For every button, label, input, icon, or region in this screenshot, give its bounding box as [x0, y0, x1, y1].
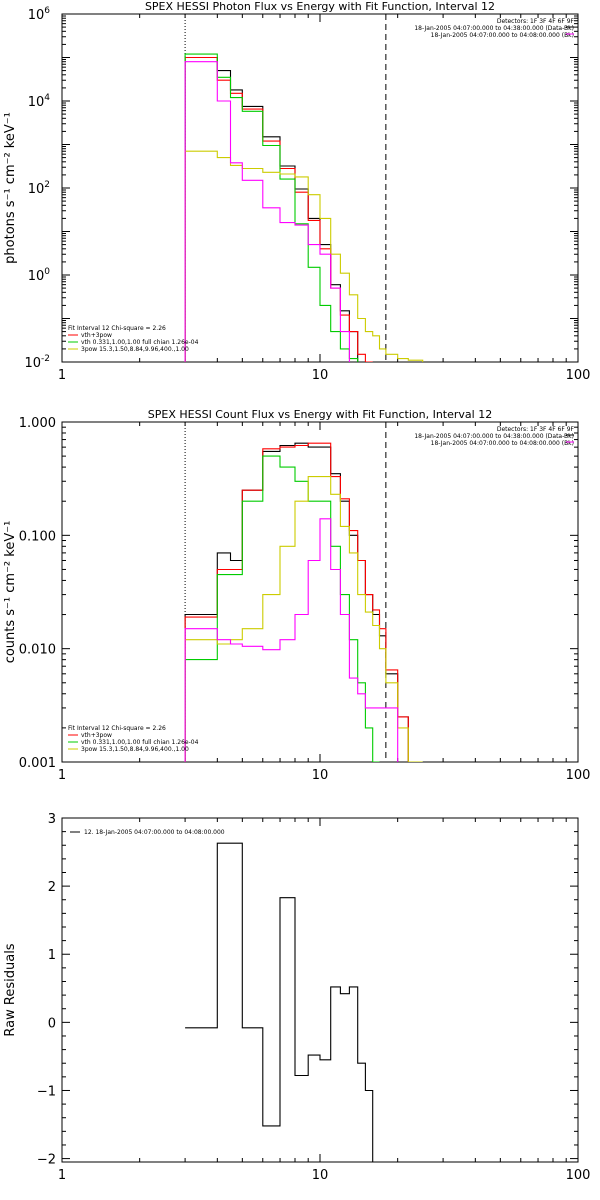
- y-tick-label: 2: [48, 880, 56, 895]
- y-tick-label: 10-2: [24, 354, 50, 371]
- panel-3: 1 10 100 −2 −1 0 1 2 3 Raw Residuals 12. 18-Jan-20…: [3, 812, 590, 1183]
- y-tick-label: 0.100: [19, 529, 56, 544]
- header-line: 18-Jan-2005 04:07:00.000 to 04:08:00.000…: [431, 32, 574, 39]
- series-5-line: [184, 518, 399, 762]
- x-tick-label: 1: [58, 1168, 66, 1183]
- header-line: 18-Jan-2005 04:07:00.000 to 04:38:00.000…: [414, 433, 574, 440]
- legend-title: Fit Interval 12 Chi-square = 2.26: [68, 325, 166, 332]
- y-tick-label: 3: [48, 812, 56, 827]
- y-tick-label: 100: [28, 267, 51, 284]
- y-tick-label: 0: [48, 1016, 56, 1031]
- chart-title: SPEX HESSI Photon Flux vs Energy with Fi…: [145, 0, 495, 13]
- x-tick-label: 100: [566, 368, 591, 383]
- y-tick-label: 102: [28, 180, 50, 197]
- y-tick-label: 0.010: [19, 643, 56, 658]
- panel-2: SPEX HESSI Count Flux vs Energy with Fit…: [3, 408, 590, 783]
- x-tick-label: 1: [58, 368, 66, 383]
- series-2-line: [184, 56, 373, 362]
- y-tick-label: −1: [37, 1084, 56, 1099]
- x-tick-label: 10: [312, 368, 329, 383]
- legend-item: 3pow 15.3,1.50,8.84,9.96,400.,1.00: [81, 346, 189, 353]
- series-5-line: [184, 61, 350, 362]
- legend-item: vth+3pow: [81, 332, 112, 339]
- legend-item: vth 0.331,1.00,1.00 full chian 1.26e-04: [81, 739, 199, 746]
- x-tick-label: 10: [312, 1168, 329, 1183]
- panel-1: SPEX HESSI Photon Flux vs Energy with Fi…: [3, 0, 590, 383]
- series-1-line: [185, 842, 386, 1162]
- x-tick-label: 1: [58, 768, 66, 783]
- y-axis-label: Raw Residuals: [3, 943, 18, 1036]
- y-tick-label: 106: [28, 6, 51, 23]
- x-tick-label: 100: [566, 1168, 591, 1183]
- legend-item: 3pow 15.3,1.50,8.84,9.96,400.,1.00: [81, 746, 189, 753]
- chart-title: SPEX HESSI Count Flux vs Energy with Fit…: [148, 408, 492, 421]
- series-4-line: [184, 150, 424, 362]
- y-tick-label: 1: [48, 948, 56, 963]
- legend-item: vth 0.331,1.00,1.00 full chian 1.26e-04: [81, 339, 199, 346]
- header-line: Detectors: 1F 3F 4F 6F 9F: [497, 426, 575, 433]
- plot-frame: [61, 421, 579, 763]
- series-1-line: [184, 442, 409, 762]
- legend-item: vth+3pow: [81, 732, 112, 739]
- y-tick-label: 1.000: [19, 416, 56, 431]
- series-3-line: [184, 53, 359, 362]
- y-axis-label: counts s⁻¹ cm⁻² keV⁻¹: [3, 521, 18, 664]
- x-tick-label: 10: [312, 768, 329, 783]
- y-tick-label: −2: [37, 1153, 56, 1168]
- header-line: 18-Jan-2005 04:07:00.000 to 04:38:00.000…: [414, 25, 574, 32]
- legend-title: Fit Interval 12 Chi-square = 2.26: [68, 725, 166, 732]
- plot-frame: [61, 817, 579, 1163]
- series-4-line: [184, 476, 423, 762]
- x-tick-label: 100: [566, 768, 591, 783]
- y-tick-label: 0.001: [19, 756, 56, 771]
- plot-frame: [61, 13, 579, 363]
- y-tick-label: 104: [28, 93, 51, 110]
- series-2-line: [184, 442, 409, 762]
- series-3-line: [184, 455, 380, 762]
- y-axis-label: photons s⁻¹ cm⁻² keV⁻¹: [3, 112, 18, 264]
- series-1-line: [184, 56, 366, 362]
- header-line: 18-Jan-2005 04:07:00.000 to 04:08:00.000…: [431, 440, 574, 447]
- legend-item: 12. 18-Jan-2005 04:07:00.000 to 04:08:00…: [84, 829, 225, 836]
- header-line: Detectors: 1F 3F 4F 6F 9F: [497, 18, 575, 25]
